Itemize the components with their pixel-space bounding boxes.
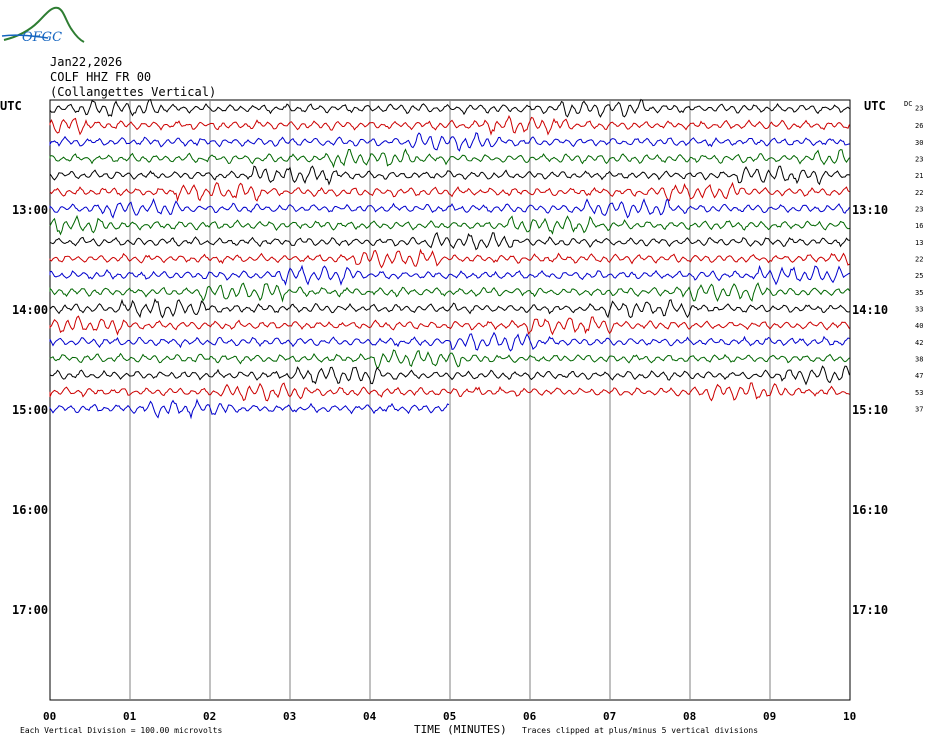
left-hour-label: 17:00 — [12, 603, 48, 617]
trace-line — [49, 282, 850, 303]
dc-offset-labels: 23 26 30 23 21 22 23 16 13 22 25 35 33 40 42 38 47 53 37 — [915, 105, 923, 414]
x-tick-label: 07 — [603, 710, 616, 723]
right-hour-labels: 13:10 14:10 15:10 16:10 17:10 — [852, 203, 888, 617]
trace-line — [49, 148, 850, 169]
trace-line — [49, 165, 850, 186]
trace-line — [49, 181, 850, 203]
clip-note: Traces clipped at plus/minus 5 vertical … — [522, 726, 758, 735]
dc-offset-label: 23 — [915, 105, 923, 113]
x-tick-labels: 00 01 02 03 04 05 06 07 08 09 10 — [43, 710, 856, 723]
trace-line — [49, 398, 450, 420]
dc-offset-label: 40 — [915, 322, 923, 330]
x-tick-label: 04 — [363, 710, 377, 723]
left-hour-label: 16:00 — [12, 503, 48, 517]
right-hour-label: 16:10 — [852, 503, 888, 517]
dc-offset-label: 22 — [915, 189, 923, 197]
right-hour-label: 14:10 — [852, 303, 888, 317]
left-axis-title: UTC — [0, 99, 22, 113]
dc-offset-label: 30 — [915, 139, 923, 147]
left-hour-label: 14:00 — [12, 303, 48, 317]
right-hour-label: 13:10 — [852, 203, 888, 217]
dc-header: DC — [904, 100, 912, 108]
x-tick-label: 03 — [283, 710, 296, 723]
dc-offset-label: 33 — [915, 306, 923, 314]
header-date: Jan22,2026 — [50, 55, 122, 69]
trace-line — [49, 198, 850, 219]
x-tick-label: 02 — [203, 710, 216, 723]
x-tick-label: 10 — [843, 710, 856, 723]
dc-offset-label: 25 — [915, 272, 923, 280]
dc-offset-label: 37 — [915, 406, 923, 414]
trace-line — [49, 382, 850, 402]
x-tick-label: 08 — [683, 710, 696, 723]
x-tick-label: 00 — [43, 710, 56, 723]
trace-line — [49, 115, 850, 136]
dc-offset-label: 53 — [915, 389, 923, 397]
seismic-traces — [49, 98, 850, 420]
dc-offset-label: 38 — [915, 356, 923, 364]
scale-note: Each Vertical Division = 100.00 microvol… — [20, 726, 222, 735]
x-tick-label: 09 — [763, 710, 776, 723]
dc-offset-label: 16 — [915, 222, 923, 230]
trace-line — [49, 331, 850, 352]
x-tick-label: 06 — [523, 710, 537, 723]
trace-line — [49, 248, 850, 269]
trace-line — [49, 264, 850, 286]
x-tick-label: 01 — [123, 710, 137, 723]
trace-line — [49, 98, 850, 118]
left-hour-labels: 13:00 14:00 15:00 16:00 17:00 — [12, 203, 48, 617]
dc-offset-label: 23 — [915, 156, 923, 164]
plot-grid — [49, 99, 851, 701]
dc-offset-label: 23 — [915, 206, 923, 214]
header-description: (Collangettes Vertical) — [50, 85, 216, 99]
dc-offset-label: 42 — [915, 339, 923, 347]
right-hour-label: 17:10 — [852, 603, 888, 617]
dc-offset-label: 22 — [915, 256, 923, 264]
trace-line — [49, 231, 850, 251]
x-tick-label: 05 — [443, 710, 456, 723]
left-hour-label: 15:00 — [12, 403, 48, 417]
right-hour-label: 15:10 — [852, 403, 888, 417]
trace-line — [49, 349, 850, 368]
right-axis-title: UTC — [864, 99, 886, 113]
left-hour-label: 13:00 — [12, 203, 48, 217]
trace-line — [49, 315, 850, 336]
logo-text: OFGC — [22, 30, 62, 45]
dc-offset-label: 21 — [915, 172, 923, 180]
dc-offset-label: 13 — [915, 239, 923, 247]
trace-line — [49, 298, 850, 319]
ofgc-logo: OFGC — [1, 6, 85, 45]
header-station: COLF HHZ FR 00 — [50, 70, 151, 84]
trace-line — [49, 132, 850, 152]
dc-offset-label: 35 — [915, 289, 923, 297]
dc-offset-label: 26 — [915, 122, 923, 130]
dc-offset-label: 47 — [915, 372, 923, 380]
trace-line — [49, 214, 850, 236]
x-axis-label: TIME (MINUTES) — [414, 723, 507, 736]
trace-line — [49, 365, 850, 386]
